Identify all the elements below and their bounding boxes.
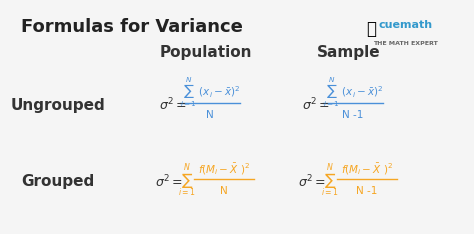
Text: 🚀: 🚀 (366, 20, 376, 38)
Text: THE MATH EXPERT: THE MATH EXPERT (374, 40, 438, 45)
Text: N -1: N -1 (356, 186, 377, 196)
Text: Grouped: Grouped (21, 174, 95, 189)
Text: $\sigma^2=$: $\sigma^2=$ (302, 97, 330, 114)
Text: Sample: Sample (317, 45, 380, 60)
Text: $\sum_{i=1}^{N}$: $\sum_{i=1}^{N}$ (178, 163, 196, 200)
Text: Formulas for Variance: Formulas for Variance (21, 18, 243, 36)
Text: $f(M_i - \bar{X}\ )^2$: $f(M_i - \bar{X}\ )^2$ (198, 161, 250, 177)
Text: $\sum_{i=1}^{N}$: $\sum_{i=1}^{N}$ (321, 163, 339, 200)
Text: $\sigma^2=$: $\sigma^2=$ (159, 97, 188, 114)
Text: Population: Population (159, 45, 252, 60)
Text: N -1: N -1 (342, 110, 364, 120)
Text: $\sum_{i=1}^{N}\ (x_i - \bar{x})^2$: $\sum_{i=1}^{N}\ (x_i - \bar{x})^2$ (323, 76, 383, 109)
Text: $\sum_{i=1}^{N}\ (x_i - \bar{x})^2$: $\sum_{i=1}^{N}\ (x_i - \bar{x})^2$ (180, 76, 240, 109)
Text: $\sigma^2=$: $\sigma^2=$ (155, 173, 183, 190)
Text: Ungrouped: Ungrouped (11, 98, 105, 113)
Text: cuemath: cuemath (379, 19, 433, 29)
Text: $f(M_i - \bar{X}\ )^2$: $f(M_i - \bar{X}\ )^2$ (341, 161, 393, 177)
Text: N: N (220, 186, 228, 196)
Text: $\sigma^2=$: $\sigma^2=$ (298, 173, 326, 190)
Text: N: N (206, 110, 214, 120)
